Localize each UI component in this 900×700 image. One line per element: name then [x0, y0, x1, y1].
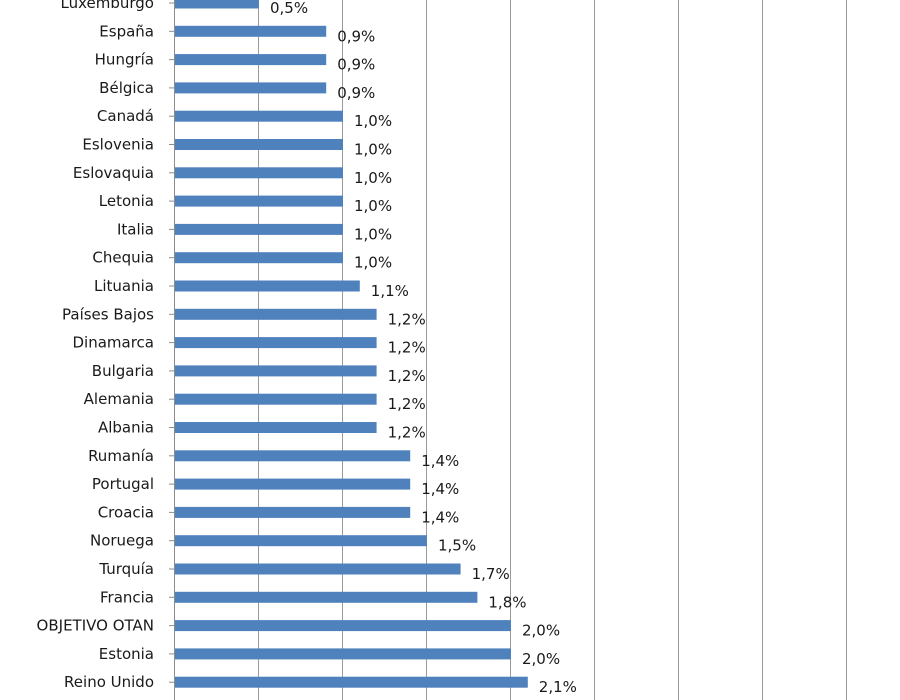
bar	[175, 280, 360, 292]
category-label: Francia	[100, 588, 154, 606]
data-label: 2,0%	[522, 650, 560, 668]
category-label: Portugal	[92, 475, 154, 493]
category-label: Estonia	[99, 645, 154, 663]
bar	[175, 422, 377, 433]
data-label: 1,0%	[354, 225, 392, 243]
data-label: 1,2%	[388, 424, 426, 442]
data-label: 2,0%	[522, 622, 560, 640]
category-label: Luxemburgo	[61, 0, 155, 12]
bar	[175, 450, 411, 462]
category-label: Noruega	[90, 532, 154, 550]
data-label: 1,2%	[388, 310, 426, 328]
bar	[175, 506, 411, 518]
bar	[175, 25, 327, 37]
category-label: Albania	[98, 419, 154, 437]
bar	[175, 676, 528, 688]
category-label: Alemania	[84, 390, 154, 408]
data-label: 1,5%	[438, 537, 476, 555]
data-label: 1,0%	[354, 254, 392, 272]
category-label: España	[99, 22, 154, 40]
category-label: Turquía	[98, 560, 154, 578]
bar	[175, 139, 343, 150]
data-label: 1,0%	[354, 197, 392, 215]
value-labels: 0,5% 0,9% 0,9% 0,9% 1,0% 1,0% 1,0% 1,0% 1,0% 1,0%…	[270, 0, 577, 696]
category-label: Dinamarca	[73, 334, 155, 352]
bar	[175, 223, 343, 235]
category-label: Eslovaquia	[73, 164, 154, 182]
category-label: Reino Unido	[64, 673, 154, 691]
category-label: Letonia	[99, 192, 154, 210]
category-label: Lituania	[94, 277, 154, 295]
data-label: 1,4%	[421, 452, 459, 470]
category-label: Bélgica	[99, 79, 154, 97]
bar	[175, 591, 478, 603]
data-label: 1,2%	[388, 367, 426, 385]
bar	[175, 308, 377, 320]
data-label: 2,1%	[539, 678, 577, 696]
data-label: 1,2%	[388, 395, 426, 413]
bar	[175, 82, 327, 94]
category-label: Eslovenia	[82, 136, 154, 154]
bar	[175, 110, 343, 122]
bar	[175, 620, 511, 632]
data-label: 1,1%	[371, 282, 409, 300]
bar	[175, 167, 343, 179]
bar	[175, 195, 343, 207]
bar	[175, 478, 411, 490]
category-label: Bulgaria	[92, 362, 154, 380]
category-label: OBJETIVO OTAN	[37, 617, 154, 635]
category-label: Países Bajos	[62, 305, 154, 323]
data-label: 1,4%	[421, 508, 459, 526]
category-label: Hungría	[95, 51, 154, 69]
data-label: 1,8%	[488, 593, 526, 611]
category-label: Croacia	[98, 503, 154, 521]
bars	[175, 0, 528, 688]
category-label: Chequia	[92, 249, 154, 267]
data-label: 0,9%	[337, 84, 375, 102]
data-label: 1,0%	[354, 169, 392, 187]
bar	[175, 54, 327, 66]
category-label: Canadá	[97, 107, 154, 125]
data-label: 0,5%	[270, 0, 308, 17]
data-label: 1,0%	[354, 141, 392, 159]
data-label: 1,4%	[421, 480, 459, 498]
bar	[175, 365, 377, 377]
data-label: 1,2%	[388, 339, 426, 357]
gridlines	[174, 0, 847, 700]
bar	[175, 252, 343, 264]
bar	[175, 0, 259, 9]
data-label: 0,9%	[337, 56, 375, 74]
bar	[175, 393, 377, 405]
data-label: 1,0%	[354, 112, 392, 130]
data-label: 1,7%	[472, 565, 510, 583]
category-labels: Luxemburgo España Hungría Bélgica Canadá Eslo…	[37, 0, 174, 691]
data-label: 0,9%	[337, 27, 375, 45]
bar	[175, 535, 427, 547]
bar	[175, 337, 377, 349]
bar	[175, 648, 511, 660]
category-label: Italia	[117, 220, 154, 238]
bar	[175, 563, 461, 575]
category-label: Rumanía	[88, 447, 154, 465]
